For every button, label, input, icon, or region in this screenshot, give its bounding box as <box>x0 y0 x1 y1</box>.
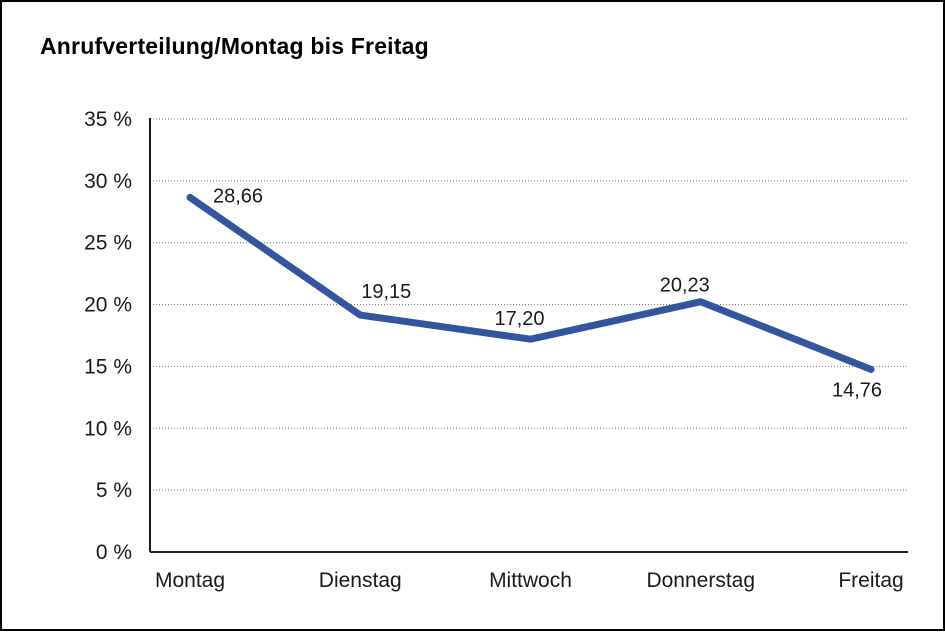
data-label: 28,66 <box>213 185 263 207</box>
y-tick-label: 15 % <box>84 355 132 378</box>
y-tick-label: 0 % <box>96 541 132 564</box>
y-tick-label: 30 % <box>84 170 132 193</box>
data-label: 20,23 <box>660 275 710 297</box>
data-label: 19,15 <box>361 281 411 303</box>
y-tick-label: 20 % <box>84 294 132 317</box>
x-tick-label: Montag <box>155 569 225 592</box>
x-tick-label: Freitag <box>838 569 903 592</box>
data-label: 14,76 <box>832 379 882 401</box>
y-tick-label: 25 % <box>84 232 132 255</box>
x-tick-label: Donnerstag <box>646 569 755 592</box>
chart-title: Anrufverteilung/Montag bis Freitag <box>40 33 429 59</box>
y-tick-label: 10 % <box>84 417 132 440</box>
y-tick-label: 5 % <box>96 479 132 502</box>
y-tick-label: 35 % <box>84 108 132 131</box>
data-label: 17,20 <box>494 308 544 330</box>
x-tick-label: Mittwoch <box>489 569 572 592</box>
series-line <box>186 193 875 373</box>
x-tick-label: Dienstag <box>319 569 402 592</box>
